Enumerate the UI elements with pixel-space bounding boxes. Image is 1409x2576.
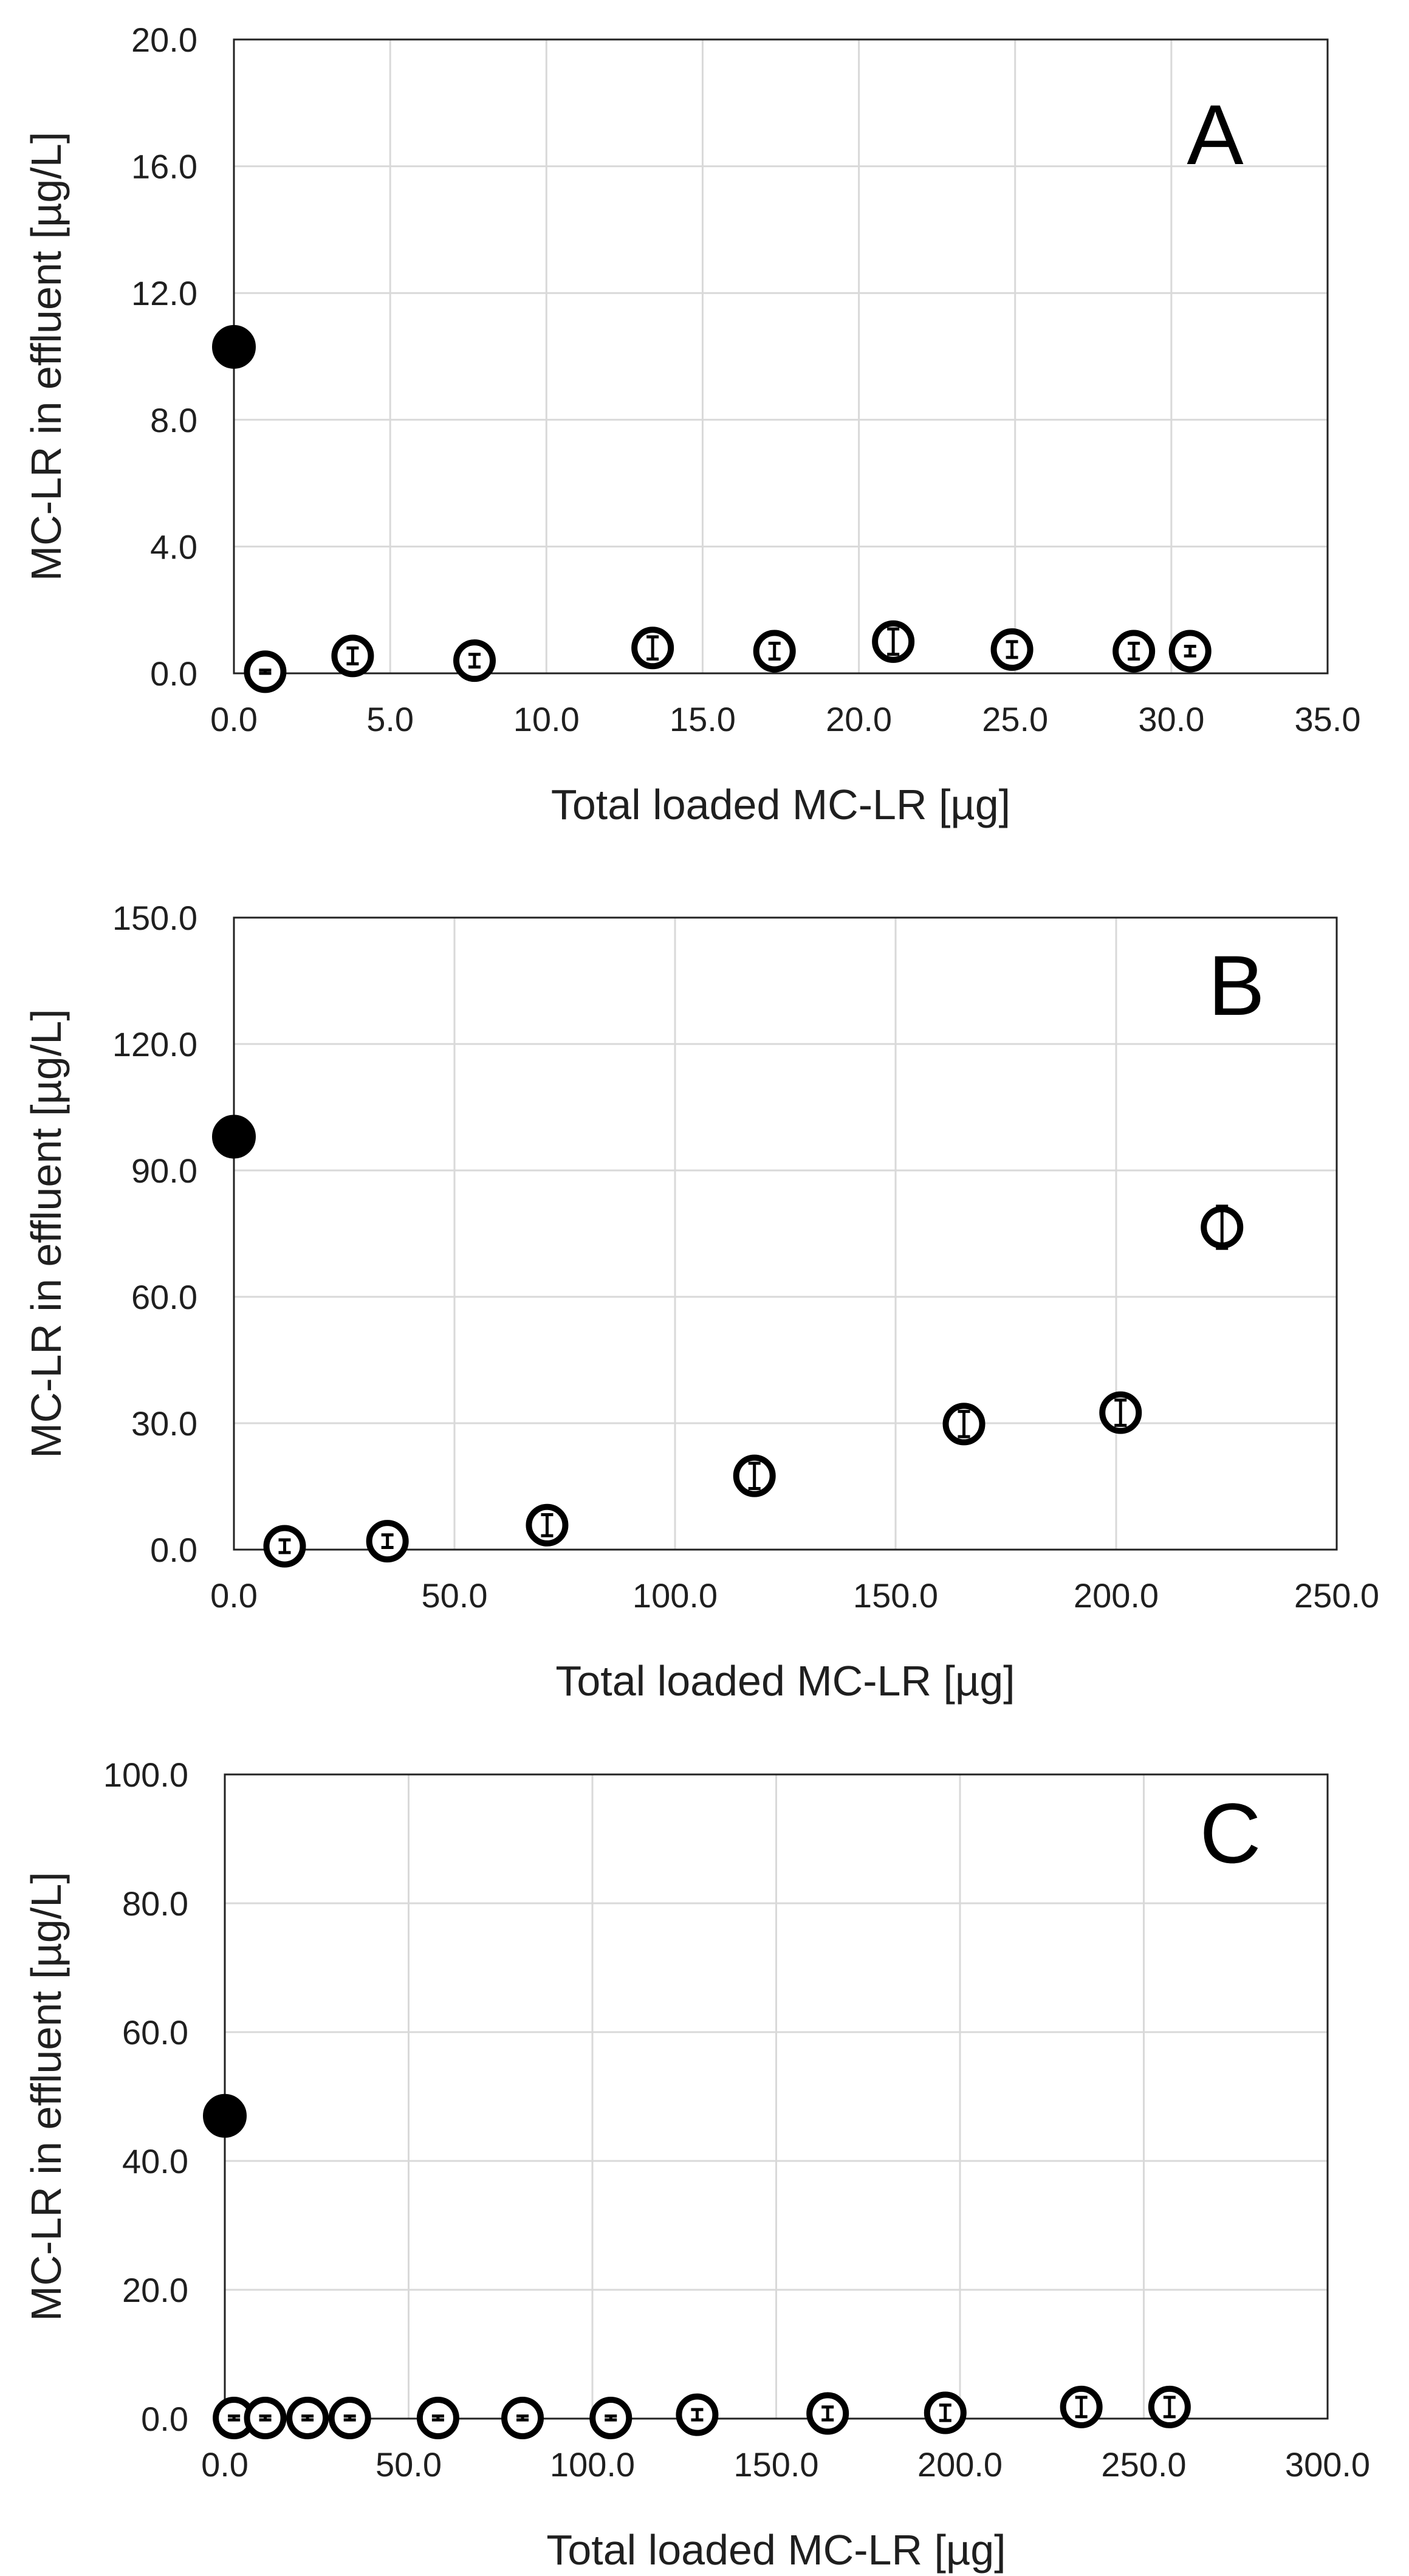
- x-tick-label: 35.0: [1295, 700, 1361, 738]
- chart-panel-c: 0.0 50.0 100.0 150.0 200.0 250.0 300.0 0.0 20.0 4…: [0, 1732, 1409, 2576]
- y-tick-label: 40.0: [122, 2142, 188, 2180]
- plot-frame: [233, 38, 1329, 675]
- x-tick-label: 200.0: [917, 2445, 1003, 2484]
- x-tick-label: 100.0: [633, 1576, 718, 1615]
- x-axis-title: Total loaded MC-LR [µg]: [555, 1657, 1015, 1705]
- x-axis-title: Total loaded MC-LR [µg]: [546, 2526, 1006, 2574]
- x-tick-label: 0.0: [210, 700, 258, 738]
- x-tick-label: 30.0: [1138, 700, 1204, 738]
- y-tick-label: 30.0: [131, 1404, 197, 1443]
- chart-a-svg: 0.0 5.0 10.0 15.0 20.0 25.0 30.0 35.0 0.0 4.0 8.0 1…: [22, 21, 1361, 828]
- y-tick-label: 20.0: [122, 2271, 188, 2309]
- x-tick-label: 300.0: [1285, 2445, 1370, 2484]
- y-tick-label: 4.0: [150, 527, 197, 566]
- panel-label: C: [1199, 1785, 1261, 1881]
- influent-point: [203, 2093, 247, 2138]
- x-tick-label: 5.0: [366, 700, 414, 738]
- x-tick-label: 50.0: [375, 2445, 442, 2484]
- y-tick-label: 12.0: [131, 274, 197, 312]
- y-tick-label: 0.0: [150, 654, 197, 693]
- y-tick-label: 60.0: [122, 2013, 188, 2052]
- y-tick-label: 20.0: [131, 21, 197, 59]
- y-tick-label: 90.0: [131, 1152, 197, 1190]
- x-tick-label: 150.0: [853, 1576, 938, 1615]
- y-tick-label: 150.0: [112, 899, 197, 937]
- plot-frame: [233, 916, 1338, 1551]
- x-tick-label: 50.0: [422, 1576, 488, 1615]
- influent-point: [212, 325, 256, 369]
- x-axis-title: Total loaded MC-LR [µg]: [551, 781, 1010, 828]
- chart-panel-a: 0.0 5.0 10.0 15.0 20.0 25.0 30.0 35.0 0.0 4.0 8.0 1…: [0, 0, 1409, 851]
- x-tick-label: 0.0: [201, 2445, 249, 2484]
- x-tick-label: 250.0: [1294, 1576, 1379, 1615]
- chart-panel-b: 0.0 50.0 100.0 150.0 200.0 250.0 0.0 30.0 60.0 90…: [0, 875, 1409, 1726]
- panel-label: A: [1187, 87, 1244, 182]
- y-tick-label: 100.0: [103, 1756, 188, 1794]
- y-tick-label: 0.0: [150, 1531, 197, 1569]
- x-tick-label: 0.0: [210, 1576, 258, 1615]
- y-tick-label: 16.0: [131, 148, 197, 186]
- x-tick-label: 100.0: [550, 2445, 635, 2484]
- x-tick-label: 15.0: [670, 700, 736, 738]
- panel-label: B: [1208, 938, 1264, 1033]
- chart-c-svg: 0.0 50.0 100.0 150.0 200.0 250.0 300.0 0.0 20.0 4…: [22, 1756, 1370, 2574]
- y-tick-label: 80.0: [122, 1884, 188, 1923]
- x-tick-label: 200.0: [1074, 1576, 1159, 1615]
- influent-point: [212, 1115, 256, 1159]
- y-axis-title: MC-LR in effluent [µg/L]: [22, 132, 70, 581]
- y-axis-title: MC-LR in effluent [µg/L]: [22, 1872, 70, 2321]
- y-tick-label: 8.0: [150, 401, 197, 439]
- y-tick-label: 120.0: [112, 1025, 197, 1063]
- x-tick-label: 150.0: [733, 2445, 818, 2484]
- x-tick-label: 25.0: [982, 700, 1048, 738]
- y-tick-label: 0.0: [141, 2400, 188, 2438]
- chart-b-svg: 0.0 50.0 100.0 150.0 200.0 250.0 0.0 30.0 60.0 90…: [22, 899, 1379, 1705]
- x-tick-label: 20.0: [826, 700, 892, 738]
- x-tick-label: 250.0: [1101, 2445, 1186, 2484]
- y-axis-title: MC-LR in effluent [µg/L]: [22, 1009, 70, 1458]
- x-tick-label: 10.0: [513, 700, 580, 738]
- y-tick-label: 60.0: [131, 1278, 197, 1316]
